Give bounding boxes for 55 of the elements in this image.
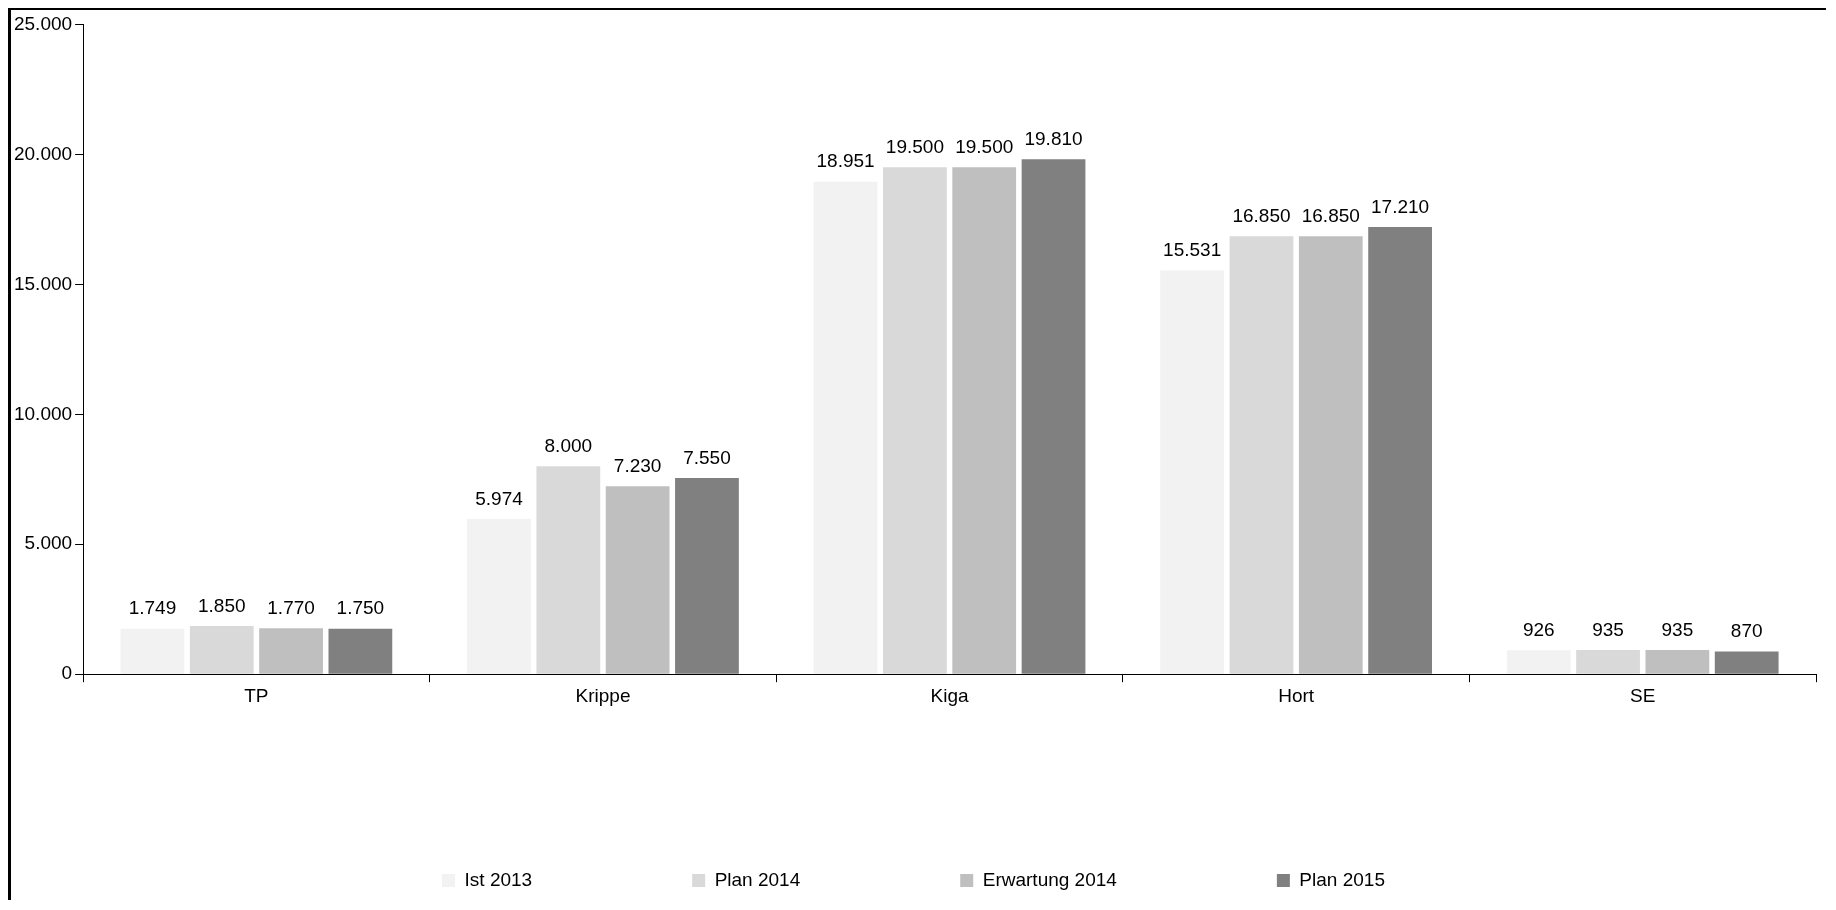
legend-label: Plan 2015 — [1299, 868, 1385, 890]
data-label: 1.750 — [336, 597, 385, 619]
data-label: 7.230 — [613, 455, 662, 477]
data-label: 1.749 — [128, 597, 177, 619]
bar — [1368, 226, 1432, 674]
y-tick-label: 5.000 — [24, 532, 73, 554]
data-label: 16.850 — [1232, 204, 1291, 226]
legend-label: Plan 2014 — [714, 868, 801, 890]
bar — [1229, 236, 1294, 674]
data-label: 16.850 — [1301, 204, 1360, 226]
x-tick-label: Hort — [1278, 684, 1315, 706]
bar — [189, 626, 254, 674]
x-tick-label: Kiga — [930, 684, 969, 706]
data-label: 17.210 — [1371, 195, 1430, 217]
data-label: 935 — [1592, 618, 1624, 640]
bar — [1576, 649, 1640, 674]
bar — [1506, 650, 1571, 674]
x-tick-label: SE — [1630, 684, 1656, 706]
y-tick-label: 25.000 — [13, 12, 73, 34]
bar — [120, 628, 185, 674]
x-tick-label: Krippe — [575, 684, 631, 706]
legend-label: Ist 2013 — [464, 868, 533, 890]
bar — [952, 167, 1017, 674]
x-tick-label: TP — [244, 684, 269, 706]
data-label: 19.500 — [885, 136, 944, 158]
data-label: 5.974 — [475, 487, 524, 509]
bar — [259, 628, 323, 674]
data-label: 870 — [1730, 620, 1763, 642]
bar — [1021, 159, 1086, 674]
data-label: 1.770 — [267, 596, 315, 618]
bar — [813, 181, 878, 674]
data-label: 935 — [1661, 618, 1694, 640]
bar — [883, 167, 947, 674]
legend-label: Erwartung 2014 — [982, 868, 1118, 890]
bar — [605, 486, 670, 674]
data-label: 18.951 — [816, 150, 875, 172]
bar — [467, 518, 531, 674]
data-label: 19.500 — [955, 136, 1014, 158]
data-label: 926 — [1522, 618, 1555, 640]
bar — [1645, 649, 1710, 674]
bar — [1298, 236, 1363, 674]
y-tick-label: 15.000 — [13, 272, 73, 294]
data-label: 15.531 — [1163, 239, 1222, 261]
data-label: 8.000 — [544, 435, 593, 456]
y-tick-label: 10.000 — [13, 402, 73, 424]
y-tick-label: 20.000 — [13, 142, 73, 164]
bar — [675, 477, 739, 674]
bar — [1160, 270, 1225, 674]
bar — [1714, 651, 1779, 674]
data-label: 1.850 — [197, 594, 246, 616]
bar — [536, 466, 601, 674]
bar — [328, 628, 393, 674]
data-label: 19.810 — [1024, 128, 1083, 150]
y-tick-label: 0 — [61, 662, 73, 684]
data-label: 7.550 — [683, 446, 731, 468]
